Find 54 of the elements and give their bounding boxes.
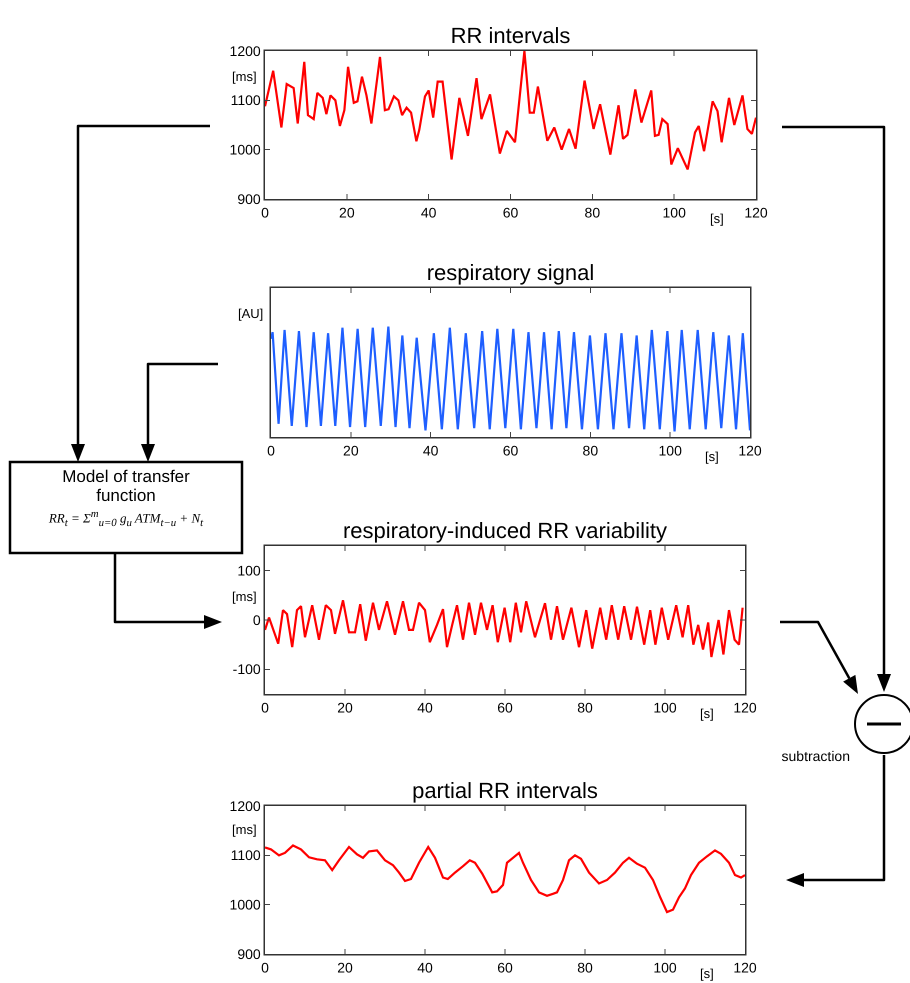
- x-axis-title: [s]: [710, 211, 724, 226]
- x-tick-label: 100: [662, 204, 686, 220]
- y-tick-label: 0: [252, 612, 261, 628]
- y-axis-title: [ms]: [232, 589, 257, 604]
- x-tick-label: 0: [267, 442, 276, 458]
- x-tick-label: 20: [339, 204, 355, 220]
- y-tick-label: 1200: [230, 42, 261, 59]
- text: subtraction: [780, 748, 850, 764]
- x-tick-label: 100: [653, 959, 677, 976]
- x-tick-label: 40: [422, 442, 439, 458]
- y-tick-label: 1000: [230, 896, 261, 913]
- y-tick-label: 1100: [230, 92, 261, 108]
- chart-title: partial RR intervals: [412, 778, 598, 803]
- y-tick-label: 1000: [230, 142, 261, 158]
- y-tick-label: 900: [237, 190, 261, 207]
- y-tick-label: 900: [237, 946, 261, 962]
- x-tick-label: 60: [497, 959, 513, 976]
- x-tick-label: 80: [582, 442, 598, 458]
- chart-title: respiratory signal: [426, 260, 594, 285]
- chart-title: respiratory-induced RR variability: [342, 518, 668, 543]
- x-tick-label: 40: [420, 204, 437, 220]
- line-series: [265, 844, 745, 914]
- x-tick-label: 120: [738, 442, 762, 458]
- x-tick-label: 100: [658, 442, 682, 458]
- y-tick-label: -100: [232, 661, 261, 678]
- y-axis-title: [ms]: [232, 69, 257, 84]
- x-tick-label: 20: [337, 959, 353, 976]
- x-axis-title: [s]: [700, 966, 714, 981]
- x-tick-label: 60: [502, 204, 518, 220]
- x-tick-label: 20: [337, 699, 353, 716]
- text: RR$_{t}$ = Σ$^{m}$$_{u=0}$ g$_{u}$ ATM$_{t−u}$ + N$_{t}$: [48, 508, 204, 529]
- x-tick-label: 120: [744, 204, 768, 220]
- line-series: [265, 599, 744, 658]
- x-axis-title: [s]: [700, 706, 714, 721]
- y-axis-title: [AU]: [238, 306, 264, 321]
- chart-title: RR intervals: [450, 23, 570, 48]
- x-tick-label: 60: [502, 442, 518, 458]
- x-tick-label: 40: [417, 959, 433, 976]
- x-tick-label: 20: [343, 442, 359, 458]
- x-tick-label: 120: [733, 959, 757, 976]
- x-tick-label: 80: [577, 959, 593, 976]
- x-tick-label: 80: [584, 204, 600, 220]
- x-tick-label: 100: [653, 699, 677, 716]
- text: Model of transfer function: [61, 467, 191, 506]
- y-tick-label: 1200: [230, 798, 261, 814]
- x-tick-label: 80: [577, 699, 593, 716]
- x-tick-label: 60: [497, 699, 513, 716]
- x-axis-title: [s]: [705, 449, 719, 464]
- y-tick-label: 1100: [230, 847, 261, 864]
- y-axis-title: [ms]: [232, 822, 257, 837]
- y-tick-label: 100: [237, 562, 261, 579]
- x-tick-label: 40: [417, 699, 433, 716]
- line-series: [265, 51, 756, 170]
- x-tick-label: 120: [733, 699, 757, 716]
